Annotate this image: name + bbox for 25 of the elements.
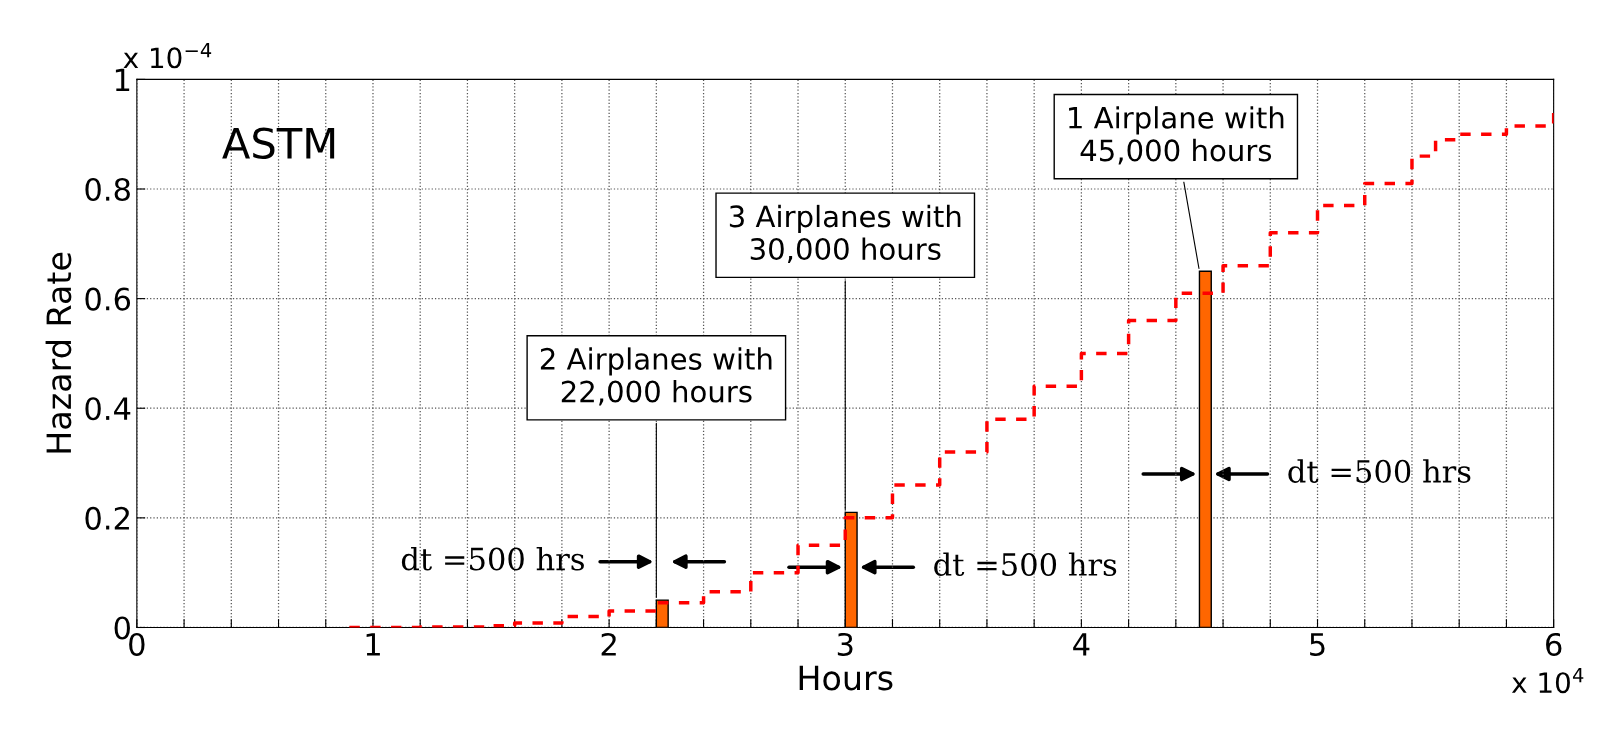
x-tick-label: 5 bbox=[1310, 633, 1325, 656]
annotation: dt =500 hrs bbox=[401, 546, 584, 571]
x-tick-label: 1 bbox=[366, 633, 380, 656]
annotation: dt =500 hrs bbox=[1288, 459, 1471, 483]
annotation: 1 Airplane with 45,000 hours bbox=[1069, 106, 1284, 165]
y-tick-label: 0.4 bbox=[85, 397, 131, 421]
text: x 10$^{4}$ bbox=[1511, 667, 1584, 694]
annotation: dt =500 hrs bbox=[934, 552, 1117, 577]
x-tick-label: 4 bbox=[1073, 633, 1090, 656]
bar bbox=[844, 511, 858, 628]
x-tick-label: 3 bbox=[837, 632, 853, 656]
x-tick-label: 6 bbox=[1546, 632, 1562, 656]
y-tick-label: 0.2 bbox=[85, 506, 129, 530]
y-tick-label: 0.8 bbox=[85, 177, 130, 202]
x-tick-label: 2 bbox=[601, 632, 616, 656]
y-tick-label: 0.6 bbox=[85, 287, 131, 311]
x-axis-title: Hours bbox=[799, 665, 893, 691]
annotation: 3 Airplanes with 30,000 hours bbox=[729, 204, 961, 264]
bar bbox=[1198, 270, 1212, 628]
y-tick-label: 0 bbox=[114, 616, 130, 640]
y-tick-label: 1 bbox=[115, 68, 130, 91]
y-axis-title: Hazard Rate bbox=[45, 252, 72, 453]
annotation: ASTM bbox=[222, 127, 335, 159]
text: x 10$^{−4}$ bbox=[123, 43, 212, 69]
annotation: 2 Airplanes with 22,000 hours bbox=[540, 347, 772, 406]
